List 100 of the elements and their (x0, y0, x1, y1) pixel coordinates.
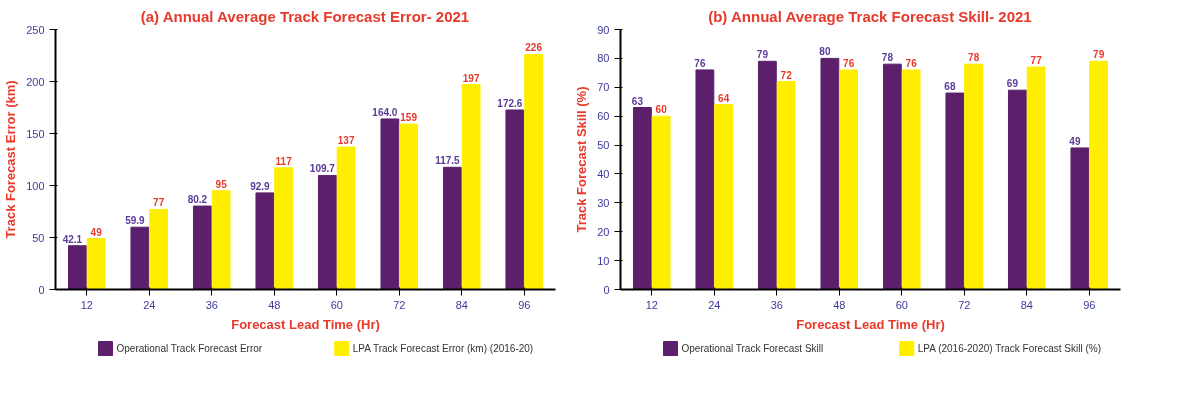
bar (714, 104, 734, 290)
data-label: 76 (843, 57, 855, 69)
data-label: 92.9 (250, 180, 271, 192)
x-tick-label: 24 (708, 298, 721, 311)
bar (67, 245, 87, 290)
data-label: 78 (968, 52, 980, 64)
data-label: 79 (756, 49, 769, 61)
data-label: 76 (694, 57, 706, 69)
y-tick-label: 0 (603, 283, 610, 296)
data-label: 76 (905, 57, 918, 69)
data-label: 69 (1006, 78, 1019, 90)
x-tick-label: 36 (205, 298, 218, 311)
legend-label: Operational Track Forecast Error (116, 343, 263, 354)
bar (255, 192, 275, 290)
x-tick-label: 96 (518, 298, 531, 311)
data-label: 117 (275, 155, 293, 167)
x-tick-label: 60 (895, 298, 908, 311)
bar (901, 69, 921, 290)
bar (1007, 89, 1027, 290)
data-label: 159 (400, 112, 418, 124)
x-axis-title: Forecast Lead Time (Hr) (231, 316, 380, 332)
bar (192, 205, 212, 290)
bar (86, 238, 106, 290)
x-tick-label: 24 (143, 298, 156, 311)
data-label: 78 (881, 52, 894, 64)
x-tick-label: 48 (268, 298, 281, 311)
bar (274, 167, 294, 290)
data-label: 95 (215, 178, 228, 190)
data-label: 109.7 (309, 163, 336, 175)
y-axis-title: Track Forecast Skill (%) (574, 86, 590, 233)
data-label: 79 (1093, 49, 1105, 61)
y-tick-label: 70 (597, 81, 610, 94)
bar (461, 84, 481, 290)
data-label: 77 (1030, 55, 1043, 67)
x-tick-label: 96 (1083, 298, 1096, 311)
bar (399, 123, 419, 290)
bar (839, 69, 859, 290)
x-tick-label: 84 (1020, 298, 1033, 311)
x-tick-label: 12 (645, 298, 658, 311)
y-axis-title: Track Forecast Error (km) (3, 80, 19, 239)
data-label: 137 (337, 135, 355, 147)
bar (651, 115, 671, 290)
x-tick-label: 36 (770, 298, 783, 311)
data-label: 68 (944, 81, 956, 93)
y-tick-label: 10 (597, 254, 610, 267)
data-label: 77 (153, 197, 165, 209)
x-tick-label: 48 (833, 298, 846, 311)
data-label: 72 (780, 69, 793, 81)
y-tick-label: 20 (597, 225, 610, 238)
y-tick-label: 50 (32, 231, 45, 244)
bar (945, 92, 965, 290)
bar (130, 226, 150, 290)
y-tick-label: 40 (597, 167, 610, 180)
data-label: 42.1 (62, 233, 83, 245)
data-label: 64 (718, 92, 730, 104)
x-tick-label: 12 (80, 298, 93, 311)
bar (317, 174, 337, 290)
data-label: 117.5 (435, 155, 461, 167)
data-label: 59.9 (125, 215, 146, 227)
bar (1070, 147, 1090, 290)
data-label: 60 (655, 104, 668, 116)
bar (336, 146, 356, 290)
data-label: 63 (631, 95, 644, 107)
y-tick-label: 90 (597, 23, 610, 36)
chart-title: (a) Annual Average Track Forecast Error- 2021 (140, 7, 470, 25)
data-label: 172.6 (497, 98, 523, 109)
bar (149, 208, 169, 290)
x-tick-label: 72 (958, 298, 971, 311)
bar (882, 63, 902, 290)
bar (695, 69, 715, 290)
legend-label: LPA (2016-2020) Track Forecast Skill (%) (917, 343, 1101, 354)
data-label: 226 (525, 42, 543, 54)
bar (524, 53, 544, 290)
data-label: 49 (90, 226, 103, 238)
x-tick-label: 72 (393, 298, 406, 311)
x-tick-label: 60 (330, 298, 343, 311)
bar (380, 118, 400, 290)
data-label: 49 (1069, 135, 1081, 147)
y-tick-label: 100 (26, 179, 45, 192)
bar (211, 190, 231, 290)
x-tick-label: 84 (455, 298, 468, 311)
y-tick-label: 60 (597, 110, 610, 123)
x-axis-title: Forecast Lead Time (Hr) (796, 316, 945, 332)
data-label: 80.2 (187, 194, 208, 206)
bar (820, 57, 840, 290)
bar (776, 81, 796, 290)
y-tick-label: 80 (597, 52, 610, 65)
bar (632, 107, 652, 290)
bar (1089, 60, 1109, 290)
bar (505, 109, 525, 290)
bar (757, 60, 777, 290)
data-label: 164.0 (372, 106, 398, 118)
y-tick-label: 50 (597, 139, 610, 152)
chart-title: (b) Annual Average Track Forecast Skill- 2021 (708, 7, 1032, 25)
y-tick-label: 200 (26, 75, 45, 88)
data-label: 197 (462, 72, 480, 84)
bar (1026, 66, 1046, 290)
y-tick-label: 150 (26, 127, 45, 140)
y-tick-label: 0 (38, 283, 45, 296)
bar (964, 63, 984, 290)
